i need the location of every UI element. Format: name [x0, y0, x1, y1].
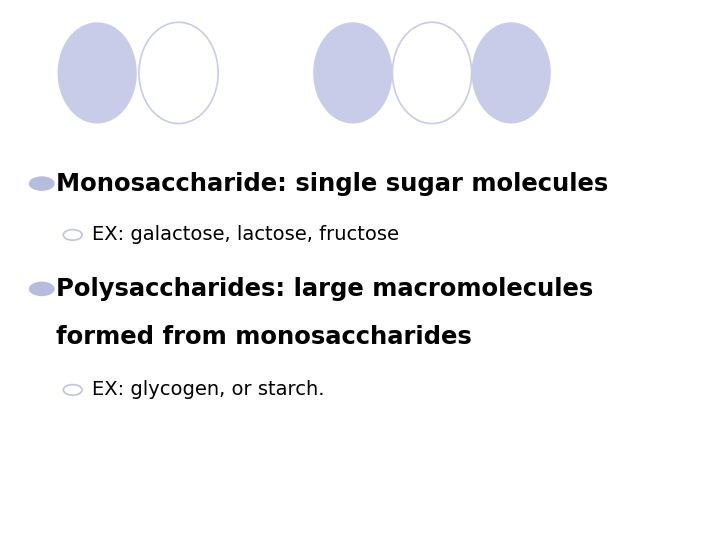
Ellipse shape [472, 22, 551, 124]
Text: Polysaccharides: large macromolecules: Polysaccharides: large macromolecules [56, 277, 593, 301]
Text: Monosaccharide: single sugar molecules: Monosaccharide: single sugar molecules [56, 172, 608, 195]
Ellipse shape [392, 22, 472, 124]
Ellipse shape [63, 230, 82, 240]
Text: formed from monosaccharides: formed from monosaccharides [56, 326, 472, 349]
Ellipse shape [29, 176, 55, 191]
Text: EX: galactose, lactose, fructose: EX: galactose, lactose, fructose [92, 225, 399, 245]
Ellipse shape [58, 22, 137, 124]
Ellipse shape [313, 22, 392, 124]
Ellipse shape [29, 281, 55, 296]
Text: EX: glycogen, or starch.: EX: glycogen, or starch. [92, 380, 325, 400]
Ellipse shape [63, 384, 82, 395]
Ellipse shape [139, 22, 218, 124]
